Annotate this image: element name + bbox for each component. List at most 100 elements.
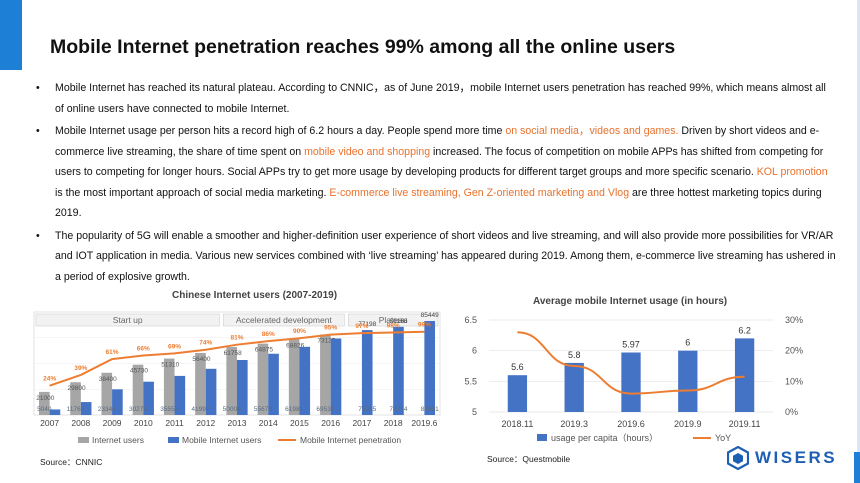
legend-swatch [168, 437, 179, 443]
period-band [348, 313, 439, 327]
text-segment: are three hottest marketing topics durin… [55, 186, 822, 220]
mobile-users-bar [174, 375, 186, 415]
bullet-2: • Mobile Internet usage per person hits a… [36, 121, 836, 224]
y-right-tick: 20% [785, 346, 803, 356]
usage-bar [564, 362, 584, 412]
penetration-label: 98% [387, 322, 400, 329]
period-label: Plateau [379, 315, 408, 325]
left-chart-title: Chinese Internet users (2007-2019) [172, 290, 338, 301]
x-tick-label: 2015 [290, 418, 309, 428]
page-title: Mobile Internet penetration reaches 99% … [50, 36, 676, 58]
internet-users-bar [132, 364, 144, 415]
mobile-users-bar [361, 330, 373, 415]
usage-bar [734, 338, 755, 412]
highlight-text: on social media，videos and games. [505, 125, 679, 137]
internet-users-chart: Start up Accelerated development Plateau 21… [33, 311, 441, 445]
legend-label: Internet users [92, 435, 144, 445]
bullet-3: • The popularity of 5G will enable a smoo… [36, 226, 836, 288]
x-tick-label: 2019.6 [411, 418, 437, 428]
bullet-text: Mobile Internet has reached its natural … [55, 82, 826, 115]
legend-label: YoY [715, 433, 731, 443]
internet-users-bar [320, 334, 331, 415]
internet-users-label: 38400 [99, 376, 117, 383]
right-edge-strip [857, 0, 860, 483]
mobile-users-label: 30273 [129, 406, 147, 413]
internet-users-bar [257, 343, 269, 415]
mobile-users-label: 11760 [67, 406, 85, 413]
y-right-tick: 10% [785, 376, 803, 386]
bullet-text: The popularity of 5G will enable a smoot… [55, 230, 836, 283]
mobile-users-bar [49, 409, 61, 415]
source-right: Source：Questmobile [487, 454, 571, 464]
mobile-users-bar [299, 346, 311, 415]
bullet-dot: • [36, 125, 40, 137]
usage-bar [507, 375, 528, 412]
left-accent-bar [0, 0, 22, 70]
source-left: Source：CNNIC [40, 457, 103, 467]
usage-label: 5.97 [622, 340, 640, 350]
internet-users-label: 56400 [192, 356, 210, 363]
x-tick-label: 2019.11 [729, 419, 761, 429]
usage-label: 5.6 [511, 362, 524, 372]
mobile-users-label: 35558 [160, 406, 178, 413]
penetration-label: 69% [168, 343, 181, 350]
mobile-users-top-label: 85449 [421, 312, 439, 319]
internet-users-bar [163, 358, 175, 415]
period-band [223, 313, 345, 327]
mobile-users-label: 61981 [285, 406, 303, 413]
hexagon-logo-icon [727, 446, 749, 470]
internet-users-label: 45730 [130, 368, 148, 375]
penetration-label: 66% [137, 345, 150, 352]
mobile-users-label: 55678 [254, 406, 272, 413]
x-tick-label: 2011 [165, 418, 184, 428]
internet-users-label: 21000 [36, 395, 54, 402]
internet-users-label: 51310 [161, 362, 179, 369]
penetration-label: 97% [355, 323, 368, 330]
usage-label: 6.2 [738, 325, 751, 335]
mobile-users-bar [424, 321, 436, 415]
yoy-line [517, 331, 745, 395]
penetration-label: 24% [43, 376, 56, 383]
internet-users-label: 61758 [224, 350, 242, 357]
x-tick-label: 2016 [321, 418, 340, 428]
mobile-users-label: 84681 [421, 406, 439, 413]
penetration-label: 61% [106, 349, 119, 356]
x-tick-label: 2009 [103, 418, 122, 428]
penetration-line [49, 330, 425, 387]
highlight-text: E-commerce live streaming, Gen Z-oriente… [329, 186, 630, 199]
y-left-tick: 6.5 [464, 315, 477, 325]
penetration-label: 81% [230, 335, 243, 342]
penetration-label: 39% [74, 365, 87, 372]
bullet-1: • Mobile Internet has reached its natural… [36, 78, 836, 119]
mobile-users-label: 75265 [358, 406, 376, 413]
mobile-users-label: 50006 [223, 406, 241, 413]
x-tick-label: 2019.9 [674, 419, 702, 429]
x-tick-label: 2010 [134, 418, 153, 428]
bullet-dot: • [36, 229, 40, 242]
mobile-users-top-label: 80166 [389, 318, 407, 325]
internet-users-label: 73125 [317, 338, 335, 345]
highlight-text: KOL promotion [756, 166, 828, 178]
usage-bar [621, 352, 641, 412]
right-chart-title: Average mobile Internet usage (in hours) [533, 296, 728, 307]
x-tick-label: 2017 [352, 418, 371, 428]
internet-users-label: 64875 [255, 347, 273, 354]
mobile-users-bar [330, 338, 342, 415]
text-segment: Driven by short videos and e-commerce li… [55, 125, 820, 158]
y-right-tick: 30% [785, 315, 803, 325]
period-label: Start up [113, 315, 143, 325]
mobile-users-bar [112, 389, 123, 415]
x-tick-label: 2012 [196, 418, 215, 428]
text-segment: The popularity of 5G will enable a smoot… [55, 229, 836, 283]
highlight-text: mobile video and shopping [304, 145, 431, 158]
text-segment: Mobile Internet usage per person hits a … [55, 125, 506, 137]
penetration-label: 90% [293, 328, 306, 335]
mobile-usage-chart: 5 5.5 6 6.5 0% 10% 20% 30% 5.6 2018.11 5.8 2019.3 5.… [464, 315, 803, 443]
x-tick-label: 2008 [71, 418, 90, 428]
text-segment: increased. The focus of competition on m… [55, 145, 824, 179]
x-tick-label: 2018.11 [501, 419, 533, 429]
period-band [35, 313, 220, 327]
legend-swatch [537, 434, 547, 441]
internet-users-bar [101, 372, 113, 415]
mobile-users-bar [393, 326, 404, 415]
